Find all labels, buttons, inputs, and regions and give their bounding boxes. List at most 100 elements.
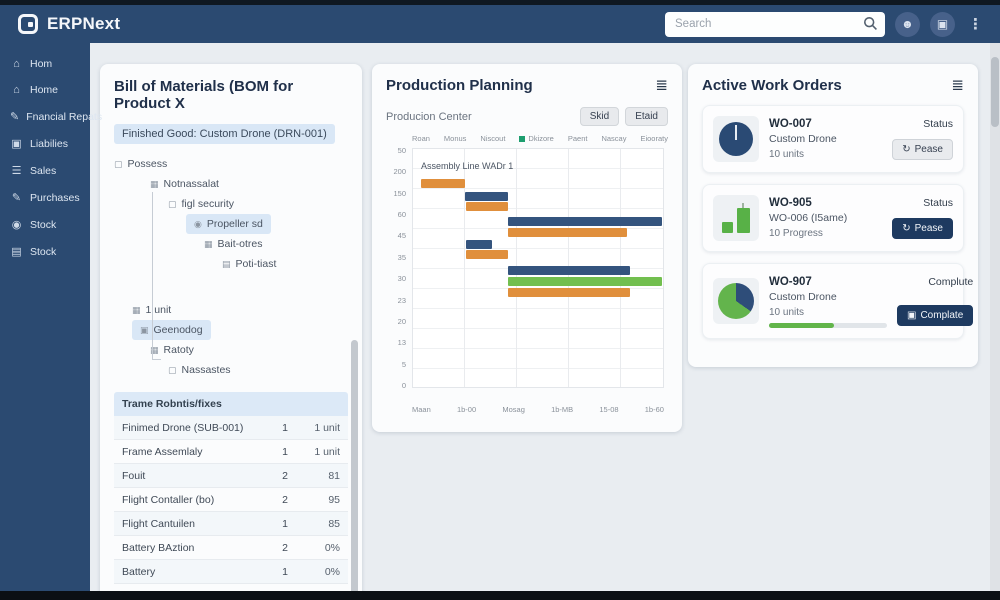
work-order-qty: 10 units: [769, 149, 805, 160]
legend-label: Monus: [443, 134, 467, 143]
sidebar-item-label: Sales: [30, 164, 57, 177]
sidebar-item-sales[interactable]: ☰ Sales: [0, 157, 90, 184]
row-item-name: Battery BAztion: [122, 541, 195, 554]
y-tick-label: 200: [393, 167, 406, 177]
row-item-value: 1 unit: [314, 421, 340, 434]
clock-pie-icon: [719, 122, 753, 156]
legend-item: Paent: [568, 134, 588, 143]
card-icon: ▣: [11, 138, 22, 150]
production-panel-title: Production Planning: [386, 77, 533, 94]
work-order-action-button[interactable]: ▣ Complate: [897, 305, 974, 326]
tree-node[interactable]: ▢ Nassastes: [168, 360, 348, 380]
tree-node[interactable]: ▦ Ratoty: [150, 340, 348, 360]
progress-fill: [769, 323, 834, 328]
legend-label: Roan: [412, 134, 430, 143]
row-item-qty: 1: [282, 445, 288, 458]
work-order-card[interactable]: WO-907 Custom Drone 10 units Complute ▣ Compl…: [702, 263, 974, 339]
x-tick-label: 1b-60: [644, 405, 664, 414]
production-menu-icon[interactable]: ≣: [655, 77, 668, 94]
tree-node[interactable]: ▢ Possess: [114, 154, 348, 174]
tree-connector-line: [152, 192, 161, 360]
search-input[interactable]: [665, 11, 885, 37]
y-tick-label: 30: [397, 274, 406, 284]
legend-label: Dkizore: [528, 134, 554, 143]
table-row[interactable]: Battery 1 0%: [114, 560, 348, 584]
work-order-info: WO-905 WO-006 (I5ame) 10 Progress: [769, 195, 882, 241]
row-item-name: Battery: [122, 565, 156, 578]
box-icon: ▢: [114, 158, 123, 169]
tree-node-label: Bait-otres: [217, 238, 263, 250]
bom-scrollbar[interactable]: [351, 340, 358, 594]
finished-good-chip: Finished Good: Custom Drone (DRN-001): [114, 124, 335, 144]
y-tick-label: 0: [401, 380, 406, 390]
bom-scrollbar-thumb[interactable]: [351, 340, 358, 594]
work-orders-header: Active Work Orders ≣: [702, 77, 964, 94]
doc-icon: ▤: [222, 258, 231, 269]
table-row[interactable]: Frame Assemlaly 1 1 unit: [114, 440, 348, 464]
page-scrollbar[interactable]: [990, 43, 1000, 591]
tree-node[interactable]: ◉ Propeller sd: [186, 214, 271, 234]
sidebar-item-fnancial-repats[interactable]: ✎ Fnancial Repats: [0, 103, 102, 130]
row-item-qty: 2: [282, 493, 288, 506]
work-order-qty: 10 units: [769, 307, 805, 318]
tree-node[interactable]: ▢ figl security: [168, 194, 348, 214]
tree-node[interactable]: ▦ Notnassalat: [150, 174, 348, 194]
work-orders-menu-icon[interactable]: ≣: [951, 77, 964, 94]
chart-x-axis: Maan 1b-00 Mosag 1b-MB 15-08 1b-60: [412, 405, 664, 414]
work-order-action-button[interactable]: ↻ Pease: [892, 218, 953, 239]
sidebar-item-liabilies[interactable]: ▣ Liabilies: [0, 130, 90, 157]
work-order-card[interactable]: WO-007 Custom Drone 10 units Status ↻ Pease: [702, 105, 964, 173]
sidebar-item-home[interactable]: ⌂ Home: [0, 77, 90, 103]
sidebar-item-stock[interactable]: ◉ Stock: [0, 211, 90, 238]
search-icon[interactable]: [863, 16, 878, 36]
tree-node-label: Possess: [127, 158, 168, 170]
gantt-bar-orange: [466, 202, 509, 211]
production-button-1[interactable]: Skid: [579, 107, 620, 126]
tree-node[interactable]: ▣ Geenodog: [132, 320, 211, 340]
chart-annotation: Assembly Line WADr 1: [421, 161, 514, 171]
work-order-action-button[interactable]: ↻ Pease: [892, 139, 953, 160]
home-icon: ⌂: [13, 58, 20, 70]
legend-label: Eiooraty: [640, 134, 668, 143]
kebab-menu-icon[interactable]: ⋮: [968, 16, 983, 33]
bom-tree: ▢ Possess ▦ Notnassalat ▢ figl security ◉ Prope…: [114, 154, 348, 380]
row-item-name: Frame Assemlaly: [122, 445, 203, 458]
table-row[interactable]: Finimed Drone (SUB-001) 1 1 unit: [114, 416, 348, 440]
work-orders-list: WO-007 Custom Drone 10 units Status ↻ Pease WO…: [702, 105, 974, 339]
legend-item: Monus: [444, 134, 467, 143]
sidebar-item-label: Liabilies: [30, 137, 68, 150]
gantt-bar-blue: [508, 217, 662, 226]
tree-node[interactable]: ▦ Bait-otres: [204, 234, 348, 254]
gantt-bar-blue: [466, 240, 492, 249]
production-panel: Production Planning ≣ Producion Center S…: [372, 64, 682, 432]
table-row[interactable]: Battery BAztion 2 0%: [114, 536, 348, 560]
y-tick-label: 13: [397, 338, 406, 348]
sidebar-item-hom[interactable]: ⌂ Hom: [0, 51, 90, 77]
x-tick-label: Mosag: [502, 405, 525, 414]
table-row[interactable]: Flight Cantuilen 1 85: [114, 512, 348, 536]
grid-icon: ▦: [150, 178, 159, 189]
work-order-name: WO-006 (I5ame): [769, 212, 848, 224]
row-item-name: Flight Contaller (bo): [122, 493, 215, 506]
profile-badge-icon[interactable]: ▣: [930, 11, 955, 37]
calendar-icon: ▣: [140, 324, 149, 335]
y-tick-label: 20: [397, 316, 406, 326]
bom-panel-title: Bill of Materials (BOM for Product X: [114, 78, 294, 112]
sidebar-item-stock[interactable]: ▤ Stock: [0, 238, 90, 265]
table-row[interactable]: Flight Contaller (bo) 2 95: [114, 488, 348, 512]
production-button-2[interactable]: Etaid: [625, 107, 668, 126]
gantt-bar-green: [508, 277, 662, 286]
tree-node[interactable]: ▤ Poti-tiast: [222, 254, 348, 274]
user-icon[interactable]: ☻: [895, 11, 920, 37]
page-scrollbar-thumb[interactable]: [991, 57, 999, 127]
action-button-label: Pease: [914, 223, 943, 234]
table-row[interactable]: Fouit 2 81: [114, 464, 348, 488]
tree-node[interactable]: ▦ 1 unit: [132, 300, 348, 320]
work-order-card[interactable]: WO-905 WO-006 (I5ame) 10 Progress Status ↻ Pe…: [702, 184, 964, 252]
sidebar-item-purchases[interactable]: ✎ Purchases: [0, 184, 90, 211]
chart-y-axis: 50 200 150 60 45 35 30 23 20 13 5 0: [386, 146, 406, 390]
production-panel-header: Production Planning ≣: [386, 77, 668, 94]
pie-chart-icon: [718, 283, 754, 319]
sidebar: ⌂ Hom ⌂ Home ✎ Fnancial Repats ▣ Liabilies ☰ Sale…: [0, 43, 102, 600]
